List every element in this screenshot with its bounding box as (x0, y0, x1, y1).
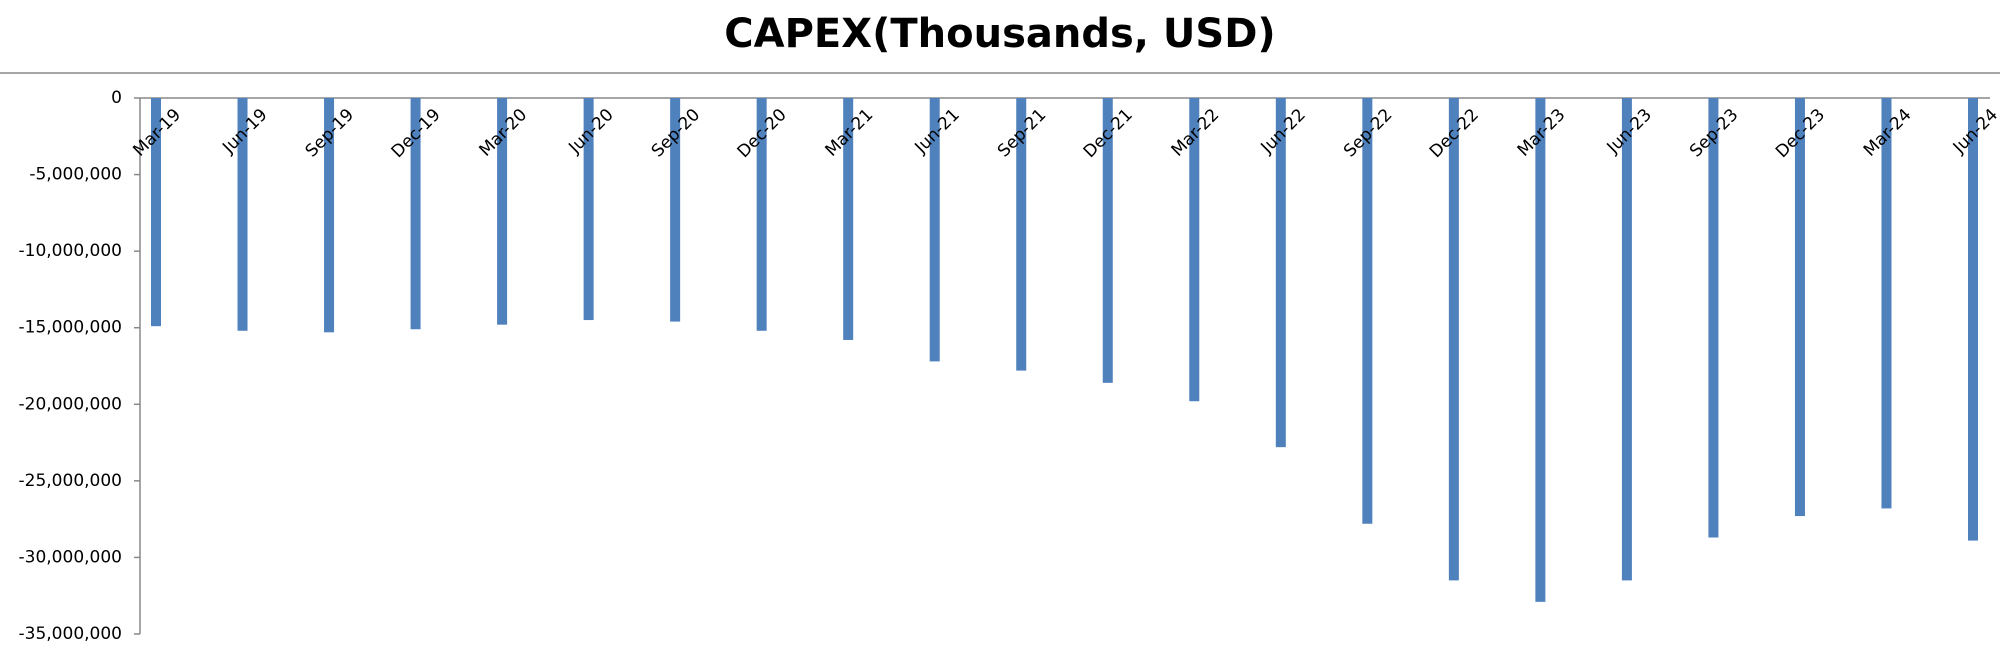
bar (1102, 98, 1113, 383)
bar (929, 98, 940, 362)
bar (843, 98, 854, 340)
bar (151, 98, 161, 327)
bar (1362, 98, 1373, 524)
bar (410, 98, 421, 330)
bar (1794, 98, 1805, 517)
bar (1881, 98, 1892, 509)
bar (497, 98, 508, 325)
y-tick-label: -20,000,000 (19, 394, 122, 414)
y-tick-label: -5,000,000 (29, 165, 122, 185)
y-tick-label: -30,000,000 (19, 547, 122, 567)
bar (1016, 98, 1027, 371)
y-tick-label: -15,000,000 (19, 318, 122, 338)
y-tick-label: -35,000,000 (19, 624, 122, 644)
bar (583, 98, 594, 321)
bar (670, 98, 681, 322)
bar (1448, 98, 1459, 581)
bar (324, 98, 335, 333)
bar (1275, 98, 1286, 448)
bar (1708, 98, 1719, 538)
bar (756, 98, 767, 331)
chart-title: CAPEX(Thousands, USD) (724, 11, 1275, 57)
bar (1535, 98, 1546, 602)
y-tick-label: 0 (111, 88, 122, 108)
bar (1621, 98, 1632, 581)
bar (1968, 98, 1978, 541)
bar (1189, 98, 1200, 402)
y-tick-label: -25,000,000 (19, 471, 122, 491)
bar (237, 98, 248, 331)
y-tick-label: -10,000,000 (19, 241, 122, 261)
